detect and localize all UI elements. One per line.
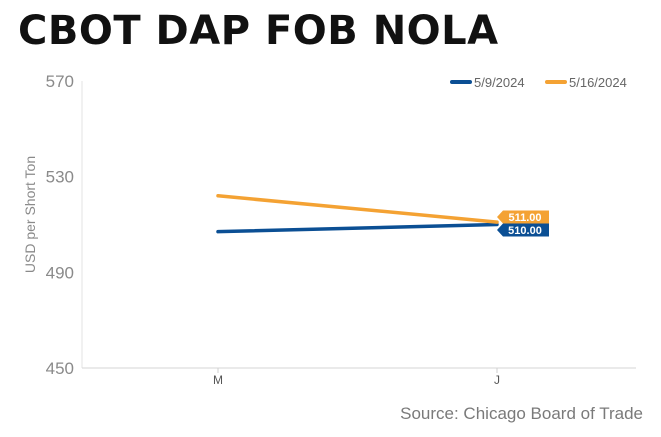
y-tick-label: 490 bbox=[46, 263, 74, 282]
series-line-1 bbox=[216, 222, 499, 234]
y-tick-label: 570 bbox=[46, 72, 74, 91]
source-note: Source: Chicago Board of Trade bbox=[400, 404, 643, 423]
data-label-box-2 bbox=[497, 210, 549, 224]
chart-axes: 450 490 530 570 M J USD per Short Ton bbox=[22, 72, 636, 387]
x-tick-label: J bbox=[494, 373, 500, 387]
y-axis-label: USD per Short Ton bbox=[22, 156, 38, 273]
legend-label-2: 5/16/2024 bbox=[569, 75, 627, 90]
chart-legend: 5/9/2024 5/16/2024 bbox=[450, 75, 627, 90]
chart-lines bbox=[216, 194, 499, 234]
data-label-box-1 bbox=[497, 223, 549, 237]
data-label-1: 510.00 bbox=[508, 225, 542, 237]
x-tick-label: M bbox=[213, 373, 223, 387]
y-tick-label: 530 bbox=[46, 168, 74, 187]
chart-title: CBOT DAP FOB NOLA bbox=[18, 8, 499, 54]
data-label-2: 511.00 bbox=[508, 212, 541, 224]
series-line-2 bbox=[216, 194, 499, 224]
legend-label-1: 5/9/2024 bbox=[474, 75, 525, 90]
y-tick-label: 450 bbox=[46, 359, 74, 378]
